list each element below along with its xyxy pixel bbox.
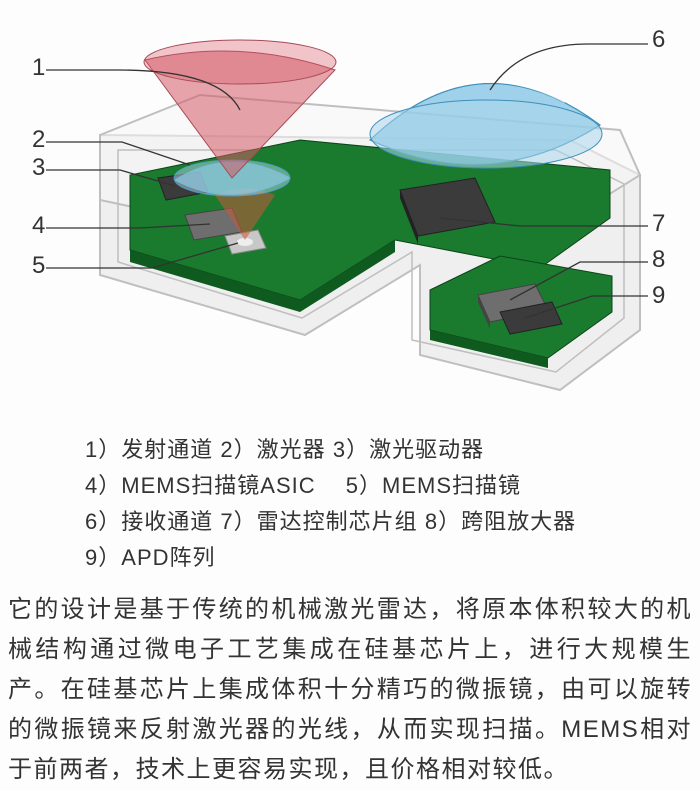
- callout-9: 9: [652, 282, 665, 310]
- callout-8: 8: [652, 246, 665, 274]
- legend-line-3: 6）接收通道 7）雷达控制芯片组 8）跨阻放大器: [85, 504, 576, 540]
- callout-4: 4: [32, 212, 45, 240]
- callout-1: 1: [32, 54, 45, 82]
- callout-7: 7: [652, 210, 665, 238]
- receive-lens: [370, 82, 602, 168]
- callout-3: 3: [32, 154, 45, 182]
- component-legend: 1）发射通道 2）激光器 3）激光驱动器 4）MEMS扫描镜ASIC 5）MEM…: [85, 432, 576, 576]
- callout-2: 2: [32, 126, 45, 154]
- callout-6: 6: [652, 26, 665, 54]
- legend-line-2: 4）MEMS扫描镜ASIC 5）MEMS扫描镜: [85, 468, 576, 504]
- emit-cone-top: [144, 40, 336, 84]
- callout-5: 5: [32, 252, 45, 280]
- lidar-cutaway-diagram: [0, 0, 700, 400]
- description-paragraph: 它的设计是基于传统的机械激光雷达，将原本体积较大的机械结构通过微电子工艺集成在硅…: [8, 590, 692, 790]
- legend-line-1: 1）发射通道 2）激光器 3）激光驱动器: [85, 432, 576, 468]
- legend-line-4: 9）APD阵列: [85, 540, 576, 576]
